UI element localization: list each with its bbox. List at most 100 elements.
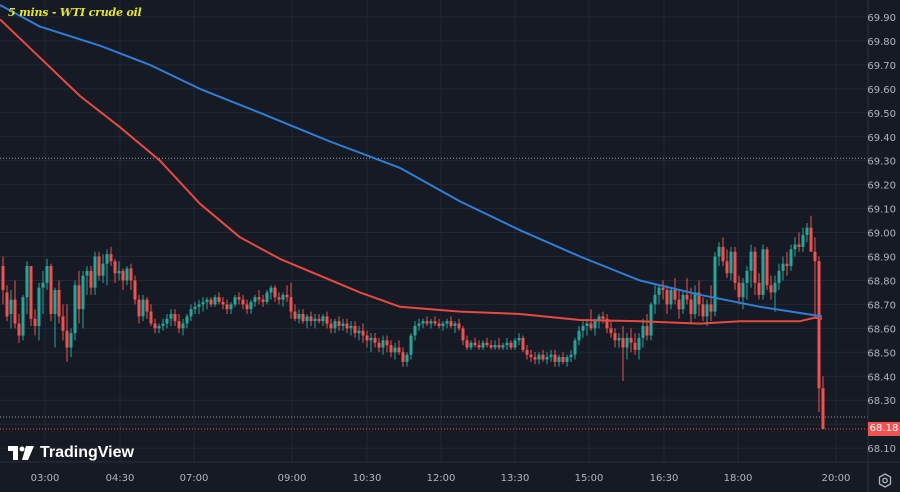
candle: [193, 302, 197, 314]
time-tick-label: 16:30: [650, 473, 679, 484]
candle: [681, 290, 685, 314]
horizontal-markers: [0, 157, 868, 430]
candle: [573, 337, 577, 360]
candle: [801, 227, 805, 252]
candle: [313, 313, 317, 329]
price-tick-label: 69.10: [867, 205, 896, 216]
candle: [437, 318, 441, 329]
candlesticks[interactable]: [1, 215, 825, 429]
candle: [497, 337, 501, 350]
candle: [301, 309, 305, 324]
tradingview-logo-icon: [8, 446, 34, 460]
candle: [425, 316, 429, 326]
candle: [657, 285, 661, 305]
price-tick-label: 69.50: [867, 109, 896, 120]
candle: [105, 249, 109, 286]
price-tick-label: 68.80: [867, 276, 896, 287]
candle: [549, 349, 553, 362]
candle: [381, 335, 385, 355]
candle: [721, 237, 725, 267]
candle: [433, 316, 437, 326]
candle: [733, 246, 737, 291]
candle: [249, 299, 253, 314]
candle: [445, 318, 449, 329]
candle: [625, 333, 629, 360]
candle: [449, 316, 453, 329]
candle: [61, 304, 65, 341]
candle: [773, 275, 777, 312]
candle: [9, 290, 13, 329]
candle: [137, 294, 141, 324]
candle: [357, 325, 361, 341]
candle: [361, 323, 365, 343]
candle: [737, 275, 741, 305]
candle: [605, 313, 609, 334]
candle: [781, 256, 785, 281]
candle: [501, 342, 505, 350]
candle: [125, 266, 129, 286]
price-axis[interactable]: 69.90 69.80 69.70 69.60 69.50 69.40 69.30 69.20…: [867, 13, 896, 455]
candle: [37, 282, 41, 341]
candle: [69, 328, 73, 358]
candle: [585, 318, 589, 336]
candle: [101, 254, 105, 283]
price-tick-label: 69.90: [867, 13, 896, 24]
candle: [149, 304, 153, 326]
candle: [253, 294, 257, 307]
candle: [141, 294, 145, 322]
price-tick-label: 68.60: [867, 324, 896, 335]
candle: [397, 340, 401, 355]
candle: [109, 246, 113, 267]
time-tick-label: 09:00: [278, 473, 307, 484]
candle: [197, 299, 201, 314]
candle: [769, 275, 773, 300]
candle: [509, 340, 513, 350]
candle: [185, 313, 189, 329]
candle: [161, 318, 165, 331]
candle: [217, 292, 221, 305]
candle: [89, 266, 93, 295]
candle: [209, 297, 213, 307]
candle: [817, 256, 821, 413]
candle: [97, 251, 101, 281]
candle: [201, 297, 205, 312]
candle: [385, 335, 389, 353]
settings-gear-icon[interactable]: [876, 472, 894, 490]
time-tick-label: 03:00: [31, 473, 60, 484]
candle: [265, 290, 269, 305]
time-axis[interactable]: 03:00 04:30 07:00 09:00 10:30 12:00 13:30 15:00…: [31, 473, 851, 484]
candle: [717, 242, 721, 267]
candle: [65, 304, 69, 362]
candle: [545, 352, 549, 365]
candle: [789, 244, 793, 271]
candle: [409, 333, 413, 360]
chart-title: 5 mins - WTI crude oil: [8, 6, 142, 19]
candle: [257, 290, 261, 305]
candle: [813, 237, 817, 319]
time-tick-label: 04:30: [106, 473, 135, 484]
candle: [705, 299, 709, 326]
candle: [765, 246, 769, 291]
candle: [641, 318, 645, 348]
moving-average-line: [0, 4, 823, 318]
candle: [677, 290, 681, 319]
time-tick-label: 18:00: [724, 473, 753, 484]
candle: [341, 318, 345, 331]
candle: [53, 287, 57, 348]
candle: [745, 266, 749, 300]
candle: [281, 292, 285, 307]
candle: [233, 294, 237, 307]
candle: [653, 285, 657, 314]
candle: [761, 244, 765, 300]
candle: [793, 237, 797, 257]
candle: [93, 251, 97, 295]
candle: [377, 337, 381, 353]
candle: [485, 337, 489, 348]
candle: [345, 318, 349, 334]
candle: [33, 309, 37, 336]
candle: [289, 282, 293, 319]
price-tick-label: 68.70: [867, 300, 896, 311]
candle: [729, 246, 733, 281]
